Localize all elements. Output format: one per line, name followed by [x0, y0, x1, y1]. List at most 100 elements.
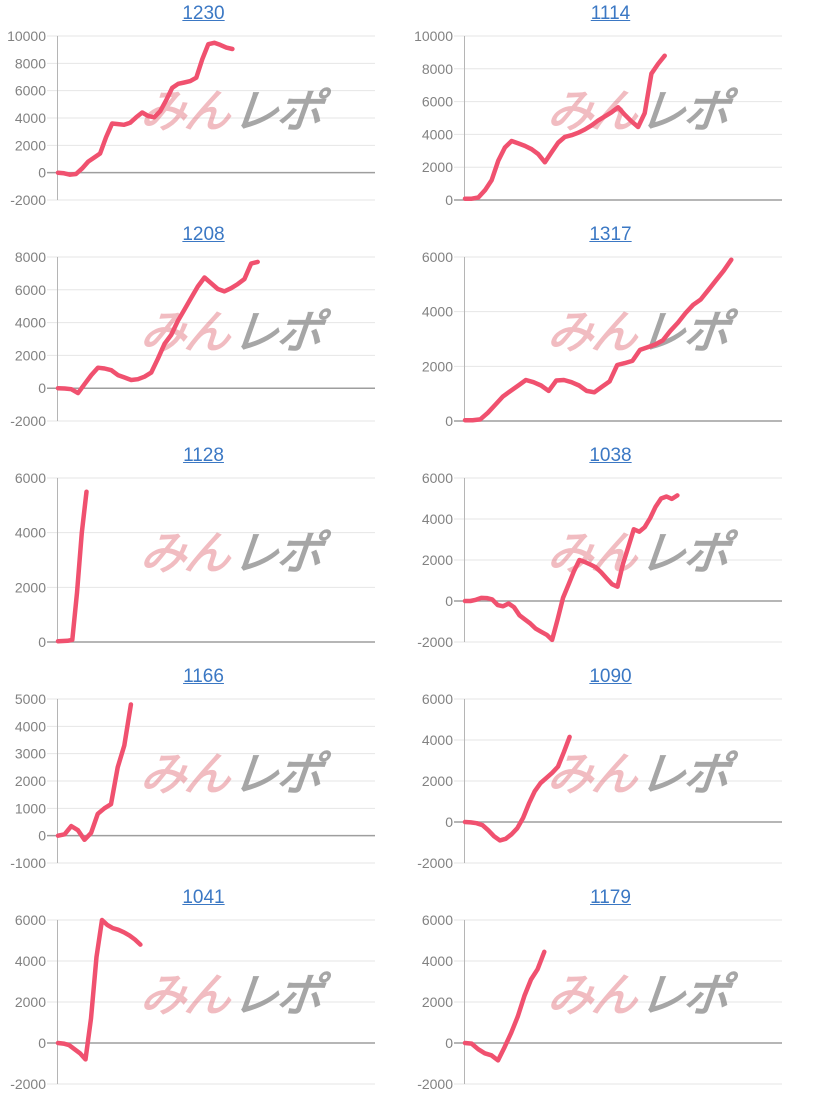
- watermark-gray-text: レポ: [637, 748, 739, 800]
- y-axis-tick-label: 6000: [422, 912, 453, 928]
- machine-chart-cell: 1114 10000 8000 6000 4000 2000 0 みんレポ: [407, 0, 814, 221]
- y-axis-tick-label: 2000: [422, 773, 453, 789]
- y-axis-tick-label: 4000: [422, 304, 453, 320]
- y-axis-tick-label: -2000: [10, 192, 46, 208]
- y-axis-tick-label: 4000: [422, 953, 453, 969]
- machine-number-link[interactable]: 1208: [182, 224, 225, 245]
- watermark-logo: みんレポ: [545, 748, 739, 800]
- watermark-pink-text: みん: [138, 85, 235, 137]
- watermark-gray-text: レポ: [230, 527, 332, 579]
- watermark-pink-text: みん: [138, 748, 235, 800]
- machine-number-link[interactable]: 1114: [590, 3, 631, 24]
- y-axis-tick-label: 10000: [414, 28, 453, 44]
- watermark-pink-text: みん: [138, 969, 235, 1021]
- y-axis-tick-label: 2000: [422, 358, 453, 374]
- y-axis-tick-label: 6000: [15, 912, 46, 928]
- y-axis-tick-label: -2000: [417, 855, 453, 871]
- y-axis-tick-label: -2000: [417, 634, 453, 650]
- y-axis-tick-label: 6000: [15, 470, 46, 486]
- watermark-pink-text: みん: [545, 969, 642, 1021]
- data-line: [462, 734, 572, 843]
- machine-title-row: 1230: [0, 0, 407, 26]
- machine-number-link[interactable]: 1230: [182, 3, 225, 24]
- y-axis-tick-label: 2000: [422, 994, 453, 1010]
- y-axis-tick-label: -2000: [417, 1076, 453, 1092]
- y-axis-tick-label: 0: [38, 165, 46, 181]
- watermark-pink-text: みん: [545, 748, 642, 800]
- y-axis-tick-label: 4000: [422, 511, 453, 527]
- machine-number-link[interactable]: 1317: [589, 224, 632, 245]
- watermark-pink-text: みん: [545, 85, 642, 137]
- data-line: [462, 949, 547, 1063]
- y-axis-tick-label: 2000: [15, 773, 46, 789]
- watermark-logo: みんレポ: [138, 969, 332, 1021]
- data-line: [55, 259, 260, 396]
- watermark-pink-text: みん: [138, 527, 235, 579]
- machine-title-row: 1090: [407, 663, 814, 689]
- machine-number-link[interactable]: 1038: [589, 445, 632, 466]
- y-axis-tick-label: 2000: [15, 347, 46, 363]
- y-axis-tick-label: 0: [445, 413, 453, 429]
- y-axis-tick-label: 0: [445, 593, 453, 609]
- data-line: [462, 493, 680, 643]
- watermark-gray-text: レポ: [637, 527, 739, 579]
- watermark-logo: みんレポ: [545, 306, 739, 358]
- y-axis-tick-label: -2000: [10, 1076, 46, 1092]
- y-axis-tick-label: 0: [38, 634, 46, 650]
- line-chart: 10000 8000 6000 4000 2000 0 -2000 みんレポ: [7, 28, 375, 208]
- watermark-text: みんレポ: [138, 527, 332, 579]
- y-axis-tick-label: 1000: [15, 800, 46, 816]
- watermark-logo: みんレポ: [138, 748, 332, 800]
- line-chart: 5000 4000 3000 2000 1000 0 -1000 みんレポ: [10, 691, 375, 871]
- line-chart: 8000 6000 4000 2000 0 -2000 みんレポ: [10, 249, 375, 429]
- y-axis-tick-label: 6000: [15, 282, 46, 298]
- machine-title-row: 1208: [0, 221, 407, 247]
- machine-title-row: 1317: [407, 221, 814, 247]
- machine-number-link[interactable]: 1128: [183, 445, 224, 466]
- machine-number-link[interactable]: 1041: [182, 887, 225, 908]
- watermark-gray-text: レポ: [637, 969, 739, 1021]
- machine-number-link[interactable]: 1166: [183, 666, 224, 687]
- y-axis-tick-label: 2000: [15, 994, 46, 1010]
- y-axis-tick-label: 6000: [15, 83, 46, 99]
- machine-chart-cell: 1317 6000 4000 2000 0 みんレポ: [407, 221, 814, 442]
- y-axis-tick-label: 0: [38, 380, 46, 396]
- machine-title-row: 1166: [0, 663, 407, 689]
- data-line: [55, 917, 143, 1062]
- y-axis-tick-label: 6000: [422, 249, 453, 265]
- y-axis-tick-label: 0: [38, 1035, 46, 1051]
- y-axis-tick-label: 0: [445, 192, 453, 208]
- machine-chart-cell: 1208 8000 6000 4000 2000 0 -2000 みんレポ: [0, 221, 407, 442]
- y-axis-tick-label: 2000: [15, 579, 46, 595]
- watermark-logo: みんレポ: [545, 85, 739, 137]
- y-axis-tick-label: 4000: [15, 315, 46, 331]
- watermark-text: みんレポ: [545, 969, 739, 1021]
- watermark-pink-text: みん: [545, 306, 642, 358]
- data-line: [55, 489, 89, 644]
- watermark-gray-text: レポ: [230, 969, 332, 1021]
- machine-title-row: 1114: [407, 0, 814, 26]
- watermark-text: みんレポ: [545, 748, 739, 800]
- line-chart: 6000 4000 2000 0 みんレポ: [422, 249, 782, 429]
- machine-chart-cell: 1038 6000 4000 2000 0 -2000 みんレポ: [407, 442, 814, 663]
- y-axis-tick-label: -1000: [10, 855, 46, 871]
- machine-chart-cell: 1041 6000 4000 2000 0 -2000 みんレポ: [0, 884, 407, 1105]
- y-axis-tick-label: 4000: [15, 525, 46, 541]
- machine-title-row: 1179: [407, 884, 814, 910]
- watermark-gray-text: レポ: [230, 85, 332, 137]
- data-line: [55, 40, 235, 177]
- watermark-text: みんレポ: [138, 748, 332, 800]
- watermark-pink-text: みん: [138, 306, 235, 358]
- machine-number-link[interactable]: 1179: [590, 887, 631, 908]
- machine-title-row: 1128: [0, 442, 407, 468]
- y-axis-tick-label: 10000: [7, 28, 46, 44]
- watermark-text: みんレポ: [545, 85, 739, 137]
- y-axis-tick-label: 0: [38, 828, 46, 844]
- machine-number-link[interactable]: 1090: [589, 666, 632, 687]
- machine-title-row: 1041: [0, 884, 407, 910]
- y-axis-tick-label: 8000: [15, 55, 46, 71]
